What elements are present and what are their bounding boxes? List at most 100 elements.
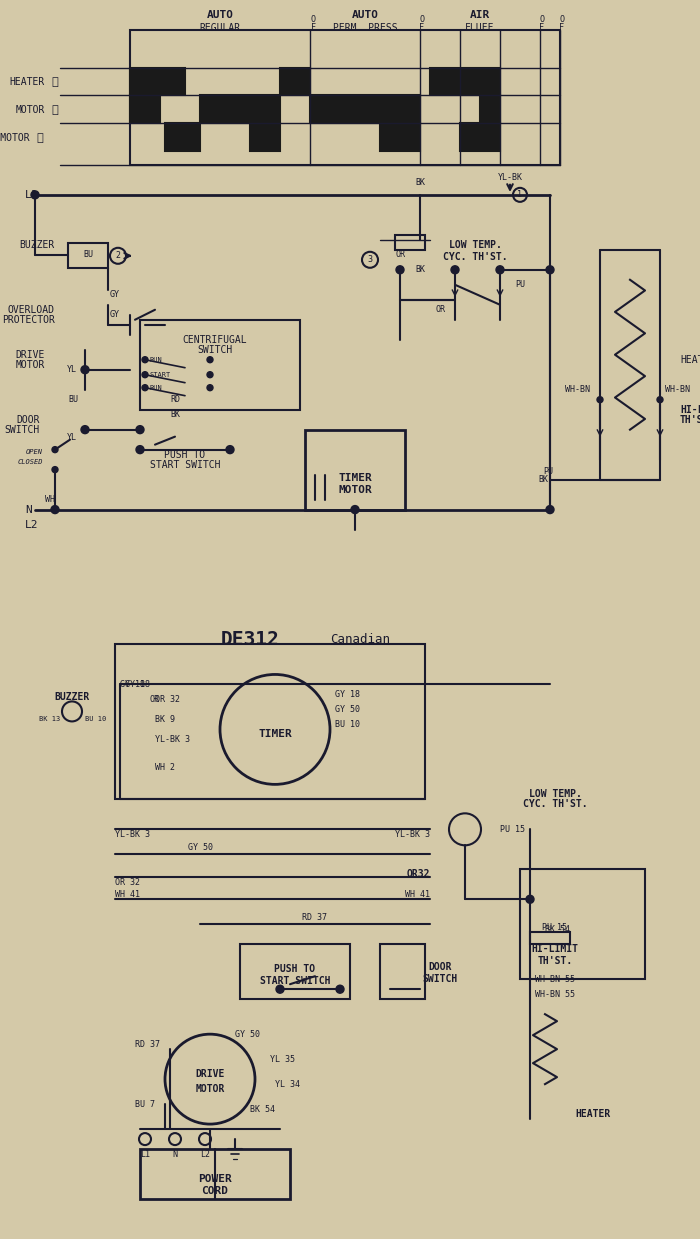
Bar <box>380 123 420 151</box>
Text: MOTOR: MOTOR <box>195 1084 225 1094</box>
Circle shape <box>52 446 58 452</box>
Bar <box>530 932 570 944</box>
Bar <box>250 123 280 151</box>
Circle shape <box>207 357 213 363</box>
Text: PU: PU <box>515 280 525 289</box>
Text: WH-BN: WH-BN <box>665 385 690 394</box>
Text: 3: 3 <box>368 255 372 264</box>
Text: BK 13: BK 13 <box>38 716 60 722</box>
Text: O: O <box>419 15 424 25</box>
Circle shape <box>226 446 234 453</box>
Text: START SWITCH: START SWITCH <box>150 460 220 470</box>
Text: OPEN: OPEN <box>26 449 43 455</box>
Bar <box>310 95 420 123</box>
Circle shape <box>31 191 39 198</box>
Text: YL 34: YL 34 <box>275 1079 300 1089</box>
Text: MOTOR: MOTOR <box>15 105 45 115</box>
Text: TIMER: TIMER <box>258 730 292 740</box>
Text: POWER: POWER <box>198 1175 232 1184</box>
Text: HI-LIMIT: HI-LIMIT <box>531 944 578 954</box>
Text: GY 50: GY 50 <box>188 843 213 852</box>
Text: AUTO: AUTO <box>206 10 234 20</box>
Text: BU 10: BU 10 <box>85 716 106 722</box>
Text: O: O <box>311 15 316 25</box>
Text: L1: L1 <box>25 190 38 199</box>
Bar <box>430 68 500 95</box>
Text: SWITCH: SWITCH <box>422 974 458 984</box>
Text: WH 2: WH 2 <box>155 763 175 772</box>
Text: BUZZER: BUZZER <box>20 240 55 250</box>
Circle shape <box>597 396 603 403</box>
Circle shape <box>546 266 554 274</box>
Text: GY 50: GY 50 <box>335 705 360 714</box>
Text: N: N <box>172 1150 178 1158</box>
Text: LOW TEMP.: LOW TEMP. <box>449 240 501 250</box>
Text: O: O <box>559 15 564 25</box>
Text: OR32: OR32 <box>407 870 430 880</box>
Bar <box>68 243 108 268</box>
Text: HEATER: HEATER <box>575 1109 610 1119</box>
Text: GY 18: GY 18 <box>125 680 150 689</box>
Text: F: F <box>311 24 316 32</box>
Bar <box>480 95 500 123</box>
Circle shape <box>351 506 359 514</box>
Bar <box>395 235 425 250</box>
Text: YL: YL <box>67 366 77 374</box>
Circle shape <box>142 384 148 390</box>
Text: PU 15: PU 15 <box>542 923 567 932</box>
Text: DRIVE: DRIVE <box>15 349 45 359</box>
Circle shape <box>52 467 58 472</box>
Text: RD 37: RD 37 <box>302 913 328 922</box>
Text: L2: L2 <box>200 1150 210 1158</box>
Text: F: F <box>419 24 424 32</box>
Bar <box>200 95 280 123</box>
Bar <box>140 320 300 410</box>
Text: LOW TEMP.: LOW TEMP. <box>528 789 582 799</box>
Text: DRIVE: DRIVE <box>195 1069 225 1079</box>
Text: YL-BK 3: YL-BK 3 <box>395 830 430 839</box>
Text: YL-BK: YL-BK <box>498 173 522 182</box>
Text: OR 32: OR 32 <box>115 877 140 887</box>
Text: PUSH TO: PUSH TO <box>274 964 316 974</box>
Text: BK 54: BK 54 <box>545 924 570 934</box>
Text: CLOSED: CLOSED <box>18 458 43 465</box>
Circle shape <box>396 266 404 274</box>
Text: BU: BU <box>68 395 78 404</box>
Bar <box>460 123 500 151</box>
Text: CYC. TH'ST.: CYC. TH'ST. <box>523 799 587 809</box>
Text: F: F <box>559 24 564 32</box>
Text: TIMER: TIMER <box>338 472 372 483</box>
Text: ①: ① <box>52 77 58 87</box>
Text: ②: ② <box>52 105 58 115</box>
Text: HEATER: HEATER <box>680 354 700 364</box>
Text: BU 7: BU 7 <box>135 1099 155 1109</box>
Text: PROTECTOR: PROTECTOR <box>2 315 55 325</box>
Text: GY: GY <box>110 310 120 320</box>
Text: TH'ST.: TH'ST. <box>538 957 573 966</box>
Text: WH-BN 55: WH-BN 55 <box>535 990 575 999</box>
Bar <box>130 95 160 123</box>
Text: YL-BK 3: YL-BK 3 <box>155 735 190 743</box>
Bar <box>165 123 200 151</box>
Text: N: N <box>25 504 32 514</box>
Bar <box>280 68 310 95</box>
Text: BK: BK <box>538 475 548 484</box>
Text: FLUFF: FLUFF <box>466 24 495 33</box>
Circle shape <box>207 384 213 390</box>
Text: PU: PU <box>543 467 553 476</box>
Text: DOOR: DOOR <box>428 963 452 973</box>
Text: RD 37: RD 37 <box>135 1040 160 1048</box>
Text: AIR: AIR <box>470 10 490 20</box>
Text: BK: BK <box>415 178 425 187</box>
Text: OR 32: OR 32 <box>155 695 180 704</box>
Text: CORD: CORD <box>202 1186 228 1196</box>
Text: HI-LIMIT: HI-LIMIT <box>680 405 700 415</box>
Text: PUSH TO: PUSH TO <box>164 450 206 460</box>
Text: YL-BK 3: YL-BK 3 <box>115 830 150 839</box>
Text: DOOR: DOOR <box>17 415 40 425</box>
Text: WH-BN: WH-BN <box>565 385 590 394</box>
Text: TIMER MOTOR: TIMER MOTOR <box>0 133 30 142</box>
Circle shape <box>526 896 534 903</box>
Text: PU 15: PU 15 <box>500 825 525 834</box>
Text: OR: OR <box>150 695 160 704</box>
